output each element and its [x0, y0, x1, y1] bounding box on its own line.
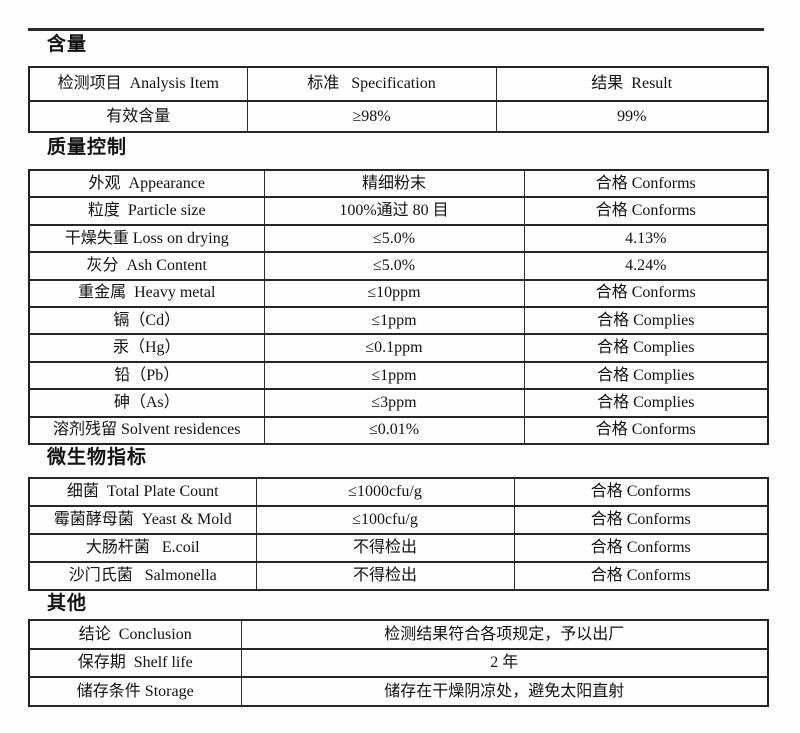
- table-row: 大肠杆菌 E.coil 不得检出 合格 Conforms: [28, 533, 769, 563]
- table-row: 砷（As） ≤3ppm 合格 Complies: [28, 388, 769, 418]
- spec-cell: ≤100cfu/g: [255, 505, 515, 535]
- table-row: 铅（Pb） ≤1ppm 合格 Complies: [28, 360, 769, 391]
- result-cell: 合格 Conforms: [523, 415, 769, 445]
- table-row: 干燥失重 Loss on drying ≤5.0% 4.13%: [28, 223, 769, 254]
- value-cell: 检测结果符合各项规定，予以出厂: [240, 619, 769, 650]
- spec-cell: ≤5.0%: [263, 223, 525, 254]
- item-cell: 砷（As）: [28, 388, 265, 418]
- item-cell: 结论 Conclusion: [28, 619, 242, 650]
- table-row: 保存期 Shelf life 2 年: [28, 647, 769, 679]
- spec-cell: ≤1ppm: [263, 360, 525, 391]
- quality-control-table: 外观 Appearance 精细粉末 合格 Conforms 粒度 Partic…: [28, 168, 769, 445]
- spec-cell: ≤1ppm: [263, 305, 525, 336]
- section-heading-microbiological: 微生物指标: [47, 447, 148, 468]
- spec-cell: ≤3ppm: [263, 388, 525, 418]
- spec-cell: 精细粉末: [263, 168, 525, 199]
- result-cell: 合格 Conforms: [513, 561, 769, 591]
- spec-cell: 不得检出: [255, 561, 515, 591]
- item-cell: 镉（Cd）: [28, 305, 265, 336]
- table-row: 储存条件 Storage 储存在干燥阴凉处，避免太阳直射: [28, 676, 769, 707]
- item-cell: 灰分 Ash Content: [28, 251, 265, 281]
- item-cell: 细菌 Total Plate Count: [28, 477, 257, 507]
- item-cell: 粒度 Particle size: [28, 196, 265, 226]
- table-row: 灰分 Ash Content ≤5.0% 4.24%: [28, 251, 769, 281]
- other-info-table: 结论 Conclusion 检测结果符合各项规定，予以出厂 保存期 Shelf …: [28, 619, 769, 707]
- table-row: 汞（Hg） ≤0.1ppm 合格 Complies: [28, 333, 769, 363]
- table-row: 外观 Appearance 精细粉末 合格 Conforms: [28, 168, 769, 199]
- table-row: 粒度 Particle size 100%通过 80 目 合格 Conforms: [28, 196, 769, 226]
- column-header-specification: 标准 Specification: [246, 66, 497, 102]
- result-cell: 合格 Conforms: [523, 196, 769, 226]
- spec-cell: ≤10ppm: [263, 278, 525, 308]
- item-cell: 重金属 Heavy metal: [28, 278, 265, 308]
- top-rule: [28, 28, 764, 31]
- column-header-analysis-item: 检测项目 Analysis Item: [28, 66, 248, 102]
- table-header-row: 检测项目 Analysis Item 标准 Specification 结果 R…: [28, 66, 769, 102]
- item-cell: 储存条件 Storage: [28, 676, 242, 707]
- result-cell: 合格 Complies: [523, 388, 769, 418]
- content-table: 检测项目 Analysis Item 标准 Specification 结果 R…: [28, 66, 769, 133]
- spec-cell: ≤0.1ppm: [263, 333, 525, 363]
- column-header-result: 结果 Result: [495, 66, 769, 102]
- microbiological-table: 细菌 Total Plate Count ≤1000cfu/g 合格 Confo…: [28, 477, 769, 591]
- item-cell: 沙门氏菌 Salmonella: [28, 561, 257, 591]
- table-row: 沙门氏菌 Salmonella 不得检出 合格 Conforms: [28, 561, 769, 591]
- item-cell: 大肠杆菌 E.coil: [28, 533, 257, 563]
- result-cell: 合格 Conforms: [513, 533, 769, 563]
- spec-cell: ≤5.0%: [263, 251, 525, 281]
- result-cell: 4.24%: [523, 251, 769, 281]
- result-cell: 合格 Conforms: [523, 278, 769, 308]
- value-cell: 2 年: [240, 647, 769, 679]
- table-row: 霉菌酵母菌 Yeast & Mold ≤100cfu/g 合格 Conforms: [28, 505, 769, 535]
- result-cell: 4.13%: [523, 223, 769, 254]
- item-cell: 铅（Pb）: [28, 360, 265, 391]
- section-heading-other: 其他: [47, 593, 88, 614]
- table-row: 细菌 Total Plate Count ≤1000cfu/g 合格 Confo…: [28, 477, 769, 507]
- result-cell: 合格 Complies: [523, 360, 769, 391]
- table-row: 镉（Cd） ≤1ppm 合格 Complies: [28, 305, 769, 336]
- spec-cell: ≤1000cfu/g: [255, 477, 515, 507]
- item-cell: 干燥失重 Loss on drying: [28, 223, 265, 254]
- table-row: 有效含量 ≥98% 99%: [28, 100, 769, 133]
- result-cell: 合格 Complies: [523, 333, 769, 363]
- spec-cell: ≥98%: [246, 100, 497, 133]
- item-cell: 外观 Appearance: [28, 168, 265, 199]
- table-row: 重金属 Heavy metal ≤10ppm 合格 Conforms: [28, 278, 769, 308]
- value-cell: 储存在干燥阴凉处，避免太阳直射: [240, 676, 769, 707]
- item-cell: 保存期 Shelf life: [28, 647, 242, 679]
- result-cell: 99%: [495, 100, 769, 133]
- result-cell: 合格 Complies: [523, 305, 769, 336]
- spec-cell: ≤0.01%: [263, 415, 525, 445]
- item-cell: 霉菌酵母菌 Yeast & Mold: [28, 505, 257, 535]
- section-heading-content: 含量: [47, 34, 88, 55]
- result-cell: 合格 Conforms: [513, 477, 769, 507]
- spec-cell: 不得检出: [255, 533, 515, 563]
- item-cell: 汞（Hg）: [28, 333, 265, 363]
- spec-cell: 100%通过 80 目: [263, 196, 525, 226]
- table-row: 溶剂残留 Solvent residences ≤0.01% 合格 Confor…: [28, 415, 769, 445]
- item-cell: 溶剂残留 Solvent residences: [28, 415, 265, 445]
- item-cell: 有效含量: [28, 100, 248, 133]
- result-cell: 合格 Conforms: [513, 505, 769, 535]
- section-heading-quality-control: 质量控制: [47, 137, 128, 158]
- result-cell: 合格 Conforms: [523, 168, 769, 199]
- table-row: 结论 Conclusion 检测结果符合各项规定，予以出厂: [28, 619, 769, 650]
